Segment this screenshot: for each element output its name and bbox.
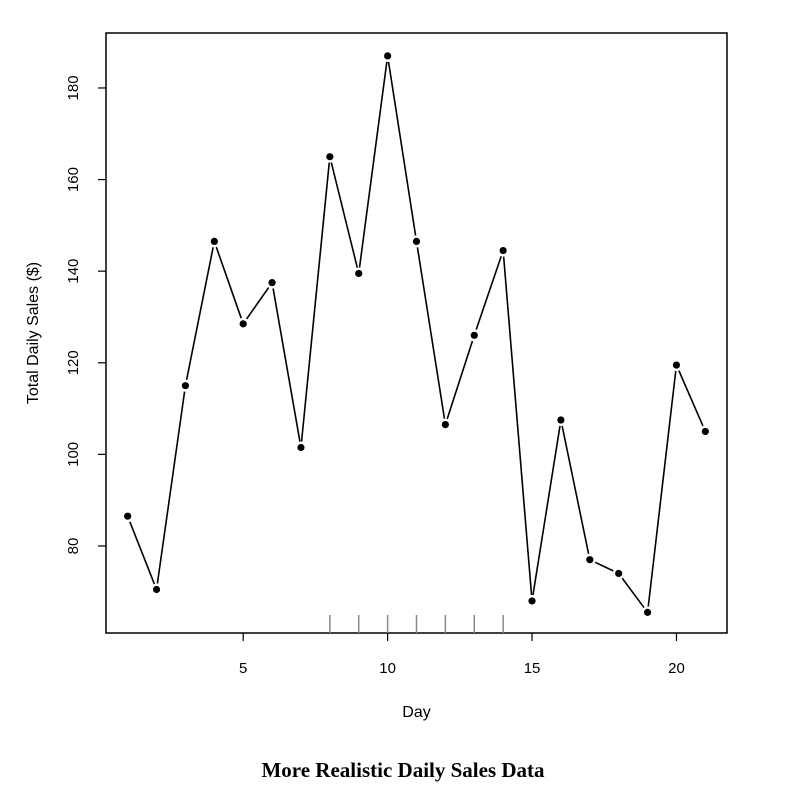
data-point <box>441 421 449 429</box>
data-point <box>528 597 536 605</box>
y-tick-label: 140 <box>65 259 82 284</box>
rug-marks <box>329 615 504 633</box>
data-point <box>355 269 363 278</box>
x-axis-label: Day <box>402 704 430 721</box>
series-segment <box>561 425 590 555</box>
data-point <box>268 279 276 287</box>
data-point <box>181 382 190 390</box>
data-point <box>239 320 247 328</box>
y-axis: 80 100 120 140 160 180 <box>65 75 106 554</box>
series-segment <box>215 246 242 319</box>
series-segment <box>272 288 301 442</box>
series-segment <box>502 256 533 596</box>
data-point <box>297 443 305 452</box>
x-axis: 5 10 15 20 <box>239 633 685 677</box>
data-point <box>672 361 681 369</box>
series-segment <box>156 391 186 584</box>
series-segment <box>387 61 417 236</box>
x-tick-label: 5 <box>239 660 247 677</box>
series-segment <box>678 370 704 427</box>
data-point <box>470 331 478 339</box>
data-point <box>499 246 507 255</box>
series-segment <box>621 577 645 609</box>
y-tick-label: 120 <box>65 350 82 375</box>
x-tick-label: 15 <box>524 660 541 677</box>
series-segment <box>358 61 388 268</box>
series-segment <box>185 247 214 380</box>
data-point <box>326 153 334 161</box>
data-point <box>412 237 421 245</box>
line-chart: 5 10 15 20 80 100 120 140 160 180 Day Total Dail… <box>25 32 728 721</box>
plot-frame <box>105 32 728 634</box>
series-segment <box>330 162 359 268</box>
series-segment <box>300 162 331 442</box>
series-segment <box>129 521 156 585</box>
x-tick-label: 20 <box>668 660 685 677</box>
series-segment <box>475 255 502 330</box>
data-point <box>586 556 594 564</box>
series-segment <box>446 340 474 420</box>
y-tick-label: 80 <box>65 538 82 555</box>
y-tick-label: 160 <box>65 167 82 192</box>
x-tick-label: 10 <box>379 660 396 677</box>
series-layer <box>124 52 709 616</box>
data-point <box>384 52 392 60</box>
y-tick-label: 180 <box>65 75 82 100</box>
data-point <box>701 427 709 436</box>
series-segment <box>416 247 446 419</box>
data-point <box>615 569 623 578</box>
data-point <box>557 416 565 424</box>
series-segment <box>647 370 677 607</box>
series-segment <box>532 425 561 596</box>
figure-caption: More Realistic Daily Sales Data <box>261 758 545 782</box>
data-point <box>124 512 132 520</box>
data-point <box>210 237 218 245</box>
data-point <box>643 608 652 616</box>
series-segment <box>245 287 270 320</box>
series-segment <box>594 561 614 572</box>
data-point <box>152 585 161 594</box>
y-axis-label: Total Daily Sales ($) <box>25 262 42 404</box>
y-tick-label: 100 <box>65 442 82 467</box>
